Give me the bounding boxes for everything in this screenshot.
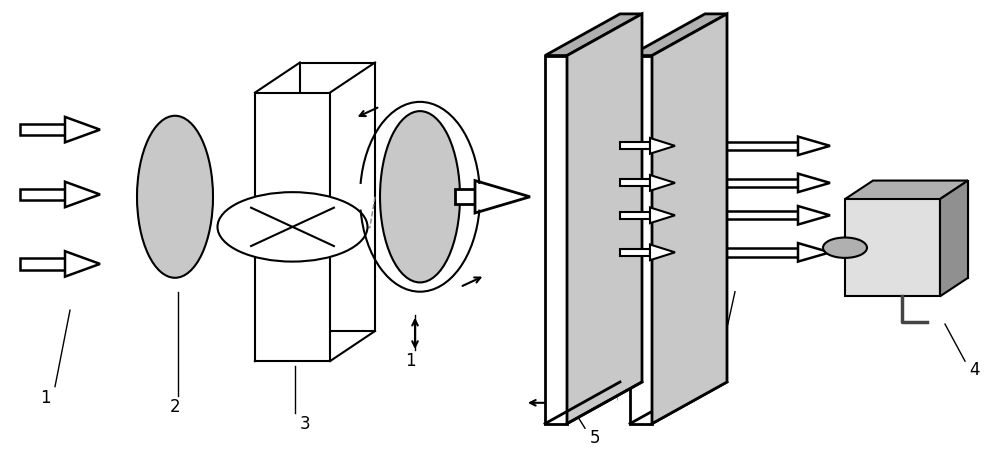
Polygon shape xyxy=(845,181,968,199)
Polygon shape xyxy=(630,14,727,56)
Polygon shape xyxy=(798,137,830,155)
Polygon shape xyxy=(873,181,968,278)
Polygon shape xyxy=(20,124,65,135)
Polygon shape xyxy=(705,211,798,219)
Polygon shape xyxy=(620,142,650,150)
Polygon shape xyxy=(567,14,642,424)
Ellipse shape xyxy=(380,111,460,282)
Text: 3: 3 xyxy=(300,415,310,432)
Polygon shape xyxy=(300,63,375,331)
Text: 2: 2 xyxy=(170,399,180,416)
Text: 1: 1 xyxy=(40,389,50,407)
Polygon shape xyxy=(255,93,330,361)
Polygon shape xyxy=(65,251,100,276)
Polygon shape xyxy=(545,56,567,424)
Text: 1: 1 xyxy=(715,338,725,356)
Polygon shape xyxy=(940,181,968,296)
Polygon shape xyxy=(455,189,475,204)
Polygon shape xyxy=(20,258,65,269)
Text: 4: 4 xyxy=(970,362,980,379)
Polygon shape xyxy=(620,179,650,187)
Polygon shape xyxy=(705,248,798,257)
Polygon shape xyxy=(545,14,642,56)
Polygon shape xyxy=(620,212,650,219)
Polygon shape xyxy=(650,207,675,223)
Polygon shape xyxy=(650,244,675,260)
Polygon shape xyxy=(630,56,652,424)
Text: 1: 1 xyxy=(405,352,415,370)
Polygon shape xyxy=(65,181,100,207)
Polygon shape xyxy=(798,174,830,192)
Polygon shape xyxy=(650,175,675,191)
Polygon shape xyxy=(705,179,798,187)
Polygon shape xyxy=(798,243,830,262)
Polygon shape xyxy=(650,138,675,154)
Polygon shape xyxy=(798,206,830,225)
Ellipse shape xyxy=(137,116,213,278)
Text: 6: 6 xyxy=(630,17,640,34)
Polygon shape xyxy=(620,249,650,256)
Circle shape xyxy=(823,238,867,258)
Polygon shape xyxy=(475,181,530,213)
Polygon shape xyxy=(705,142,798,150)
Text: 5: 5 xyxy=(590,429,600,446)
Circle shape xyxy=(218,192,368,262)
Polygon shape xyxy=(20,189,65,200)
Polygon shape xyxy=(845,199,940,296)
Polygon shape xyxy=(652,14,727,424)
Polygon shape xyxy=(65,117,100,143)
